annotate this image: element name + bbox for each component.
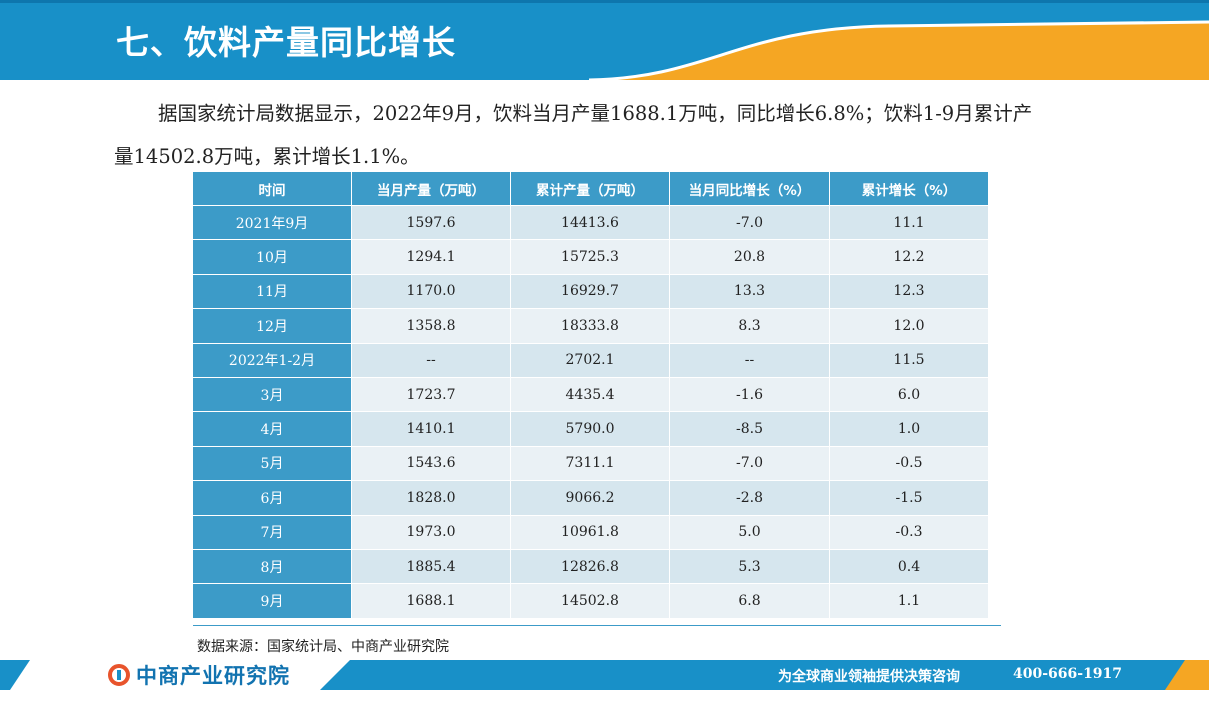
- cell-monthly-output: 1410.1: [351, 411, 511, 447]
- cell-cumulative-output: 2702.1: [510, 343, 670, 378]
- table-row: 9月 1688.1 14502.8 6.8 1.1: [193, 583, 989, 619]
- cell-monthly-output: 1723.7: [351, 377, 511, 413]
- cell-cumulative-growth: 6.0: [829, 377, 989, 413]
- cell-time: 3月: [193, 377, 352, 413]
- footer-band-shape: [0, 660, 1209, 690]
- table-row: 12月 1358.8 18333.8 8.3 12.0: [193, 308, 989, 344]
- cell-cumulative-growth: -0.5: [829, 446, 989, 482]
- cell-monthly-yoy: -7.0: [669, 205, 830, 241]
- cell-monthly-yoy: 6.8: [669, 583, 830, 619]
- cell-monthly-output: 1358.8: [351, 308, 511, 344]
- cell-monthly-output: 1885.4: [351, 549, 511, 585]
- cell-time: 9月: [193, 583, 352, 619]
- cell-cumulative-output: 7311.1: [510, 446, 670, 482]
- cell-monthly-output: 1828.0: [351, 480, 511, 516]
- cell-time: 8月: [193, 549, 352, 585]
- cell-monthly-output: 1294.1: [351, 239, 511, 275]
- cell-cumulative-output: 12826.8: [510, 549, 670, 585]
- cell-time: 11月: [193, 274, 352, 310]
- column-header-monthly-output: 当月产量（万吨）: [351, 172, 511, 206]
- cell-cumulative-growth: -1.5: [829, 480, 989, 516]
- table-row: 10月 1294.1 15725.3 20.8 12.2: [193, 239, 989, 275]
- cell-monthly-yoy: 5.3: [669, 549, 830, 585]
- cell-cumulative-growth: -0.3: [829, 515, 989, 550]
- table-row: 5月 1543.6 7311.1 -7.0 -0.5: [193, 446, 989, 482]
- table-row: 6月 1828.0 9066.2 -2.8 -1.5: [193, 480, 989, 516]
- cell-cumulative-output: 14502.8: [510, 583, 670, 619]
- cell-monthly-output: 1973.0: [351, 515, 511, 550]
- production-table: 时间 当月产量（万吨） 累计产量（万吨） 当月同比增长（%） 累计增长（%） 2…: [193, 172, 989, 619]
- cell-cumulative-output: 10961.8: [510, 515, 670, 550]
- cell-cumulative-growth: 11.5: [829, 343, 989, 378]
- column-header-time: 时间: [193, 172, 352, 206]
- table-row: 3月 1723.7 4435.4 -1.6 6.0: [193, 377, 989, 413]
- cell-cumulative-growth: 12.3: [829, 274, 989, 310]
- footer-phone: 400-666-1917: [1013, 666, 1123, 682]
- cell-time: 12月: [193, 308, 352, 344]
- intro-line-1: 据国家统计局数据显示，2022年9月，饮料当月产量1688.1万吨，同比增长6.…: [158, 102, 1033, 125]
- cell-cumulative-growth: 12.0: [829, 308, 989, 344]
- cell-cumulative-output: 14413.6: [510, 205, 670, 241]
- table-bottom-rule: [193, 625, 1001, 626]
- header-top-line: [0, 0, 1209, 3]
- cell-monthly-output: 1170.0: [351, 274, 511, 310]
- table-row: 2021年9月 1597.6 14413.6 -7.0 11.1: [193, 205, 989, 241]
- cell-monthly-output: 1543.6: [351, 446, 511, 482]
- cell-time: 7月: [193, 515, 352, 550]
- intro-paragraph: 据国家统计局数据显示，2022年9月，饮料当月产量1688.1万吨，同比增长6.…: [114, 92, 1154, 178]
- intro-line-2: 量14502.8万吨，累计增长1.1%。: [114, 145, 420, 168]
- cell-time: 6月: [193, 480, 352, 516]
- cell-monthly-yoy: -2.8: [669, 480, 830, 516]
- column-header-cumulative-growth: 累计增长（%）: [829, 172, 989, 206]
- cell-monthly-output: --: [351, 343, 511, 378]
- column-header-cumulative-output: 累计产量（万吨）: [510, 172, 670, 206]
- table-row: 2022年1-2月 -- 2702.1 -- 11.5: [193, 343, 989, 378]
- cell-monthly-yoy: -1.6: [669, 377, 830, 413]
- header-orange-swoosh: [589, 20, 1209, 80]
- cell-monthly-yoy: 8.3: [669, 308, 830, 344]
- logo-icon: [108, 664, 130, 686]
- cell-monthly-yoy: 5.0: [669, 515, 830, 550]
- cell-time: 4月: [193, 411, 352, 447]
- footer-band: [0, 660, 1209, 690]
- cell-cumulative-growth: 0.4: [829, 549, 989, 585]
- footer-slogan: 为全球商业领袖提供决策咨询: [778, 669, 960, 685]
- logo-text: 中商产业研究院: [136, 664, 290, 688]
- cell-cumulative-growth: 1.1: [829, 583, 989, 619]
- cell-time: 2021年9月: [193, 205, 352, 241]
- header-banner: 七、饮料产量同比增长: [0, 0, 1209, 80]
- cell-time: 10月: [193, 239, 352, 275]
- cell-time: 2022年1-2月: [193, 343, 352, 378]
- cell-monthly-yoy: --: [669, 343, 830, 378]
- cell-cumulative-output: 9066.2: [510, 480, 670, 516]
- table-row: 8月 1885.4 12826.8 5.3 0.4: [193, 549, 989, 585]
- data-source-note: 数据来源：国家统计局、中商产业研究院: [197, 639, 449, 655]
- cell-cumulative-output: 5790.0: [510, 411, 670, 447]
- cell-cumulative-growth: 12.2: [829, 239, 989, 275]
- table-row: 7月 1973.0 10961.8 5.0 -0.3: [193, 515, 989, 550]
- cell-monthly-yoy: -8.5: [669, 411, 830, 447]
- cell-time: 5月: [193, 446, 352, 482]
- table-row: 11月 1170.0 16929.7 13.3 12.3: [193, 274, 989, 310]
- page-title: 七、饮料产量同比增长: [116, 23, 456, 62]
- table-row: 4月 1410.1 5790.0 -8.5 1.0: [193, 411, 989, 447]
- table-header-row: 时间 当月产量（万吨） 累计产量（万吨） 当月同比增长（%） 累计增长（%）: [193, 172, 989, 206]
- cell-cumulative-growth: 1.0: [829, 411, 989, 447]
- cell-monthly-output: 1597.6: [351, 205, 511, 241]
- cell-cumulative-growth: 11.1: [829, 205, 989, 241]
- cell-cumulative-output: 15725.3: [510, 239, 670, 275]
- cell-monthly-yoy: -7.0: [669, 446, 830, 482]
- cell-cumulative-output: 4435.4: [510, 377, 670, 413]
- cell-monthly-yoy: 20.8: [669, 239, 830, 275]
- cell-monthly-yoy: 13.3: [669, 274, 830, 310]
- company-logo: 中商产业研究院: [108, 662, 290, 688]
- column-header-monthly-yoy: 当月同比增长（%）: [669, 172, 830, 206]
- cell-cumulative-output: 18333.8: [510, 308, 670, 344]
- cell-monthly-output: 1688.1: [351, 583, 511, 619]
- cell-cumulative-output: 16929.7: [510, 274, 670, 310]
